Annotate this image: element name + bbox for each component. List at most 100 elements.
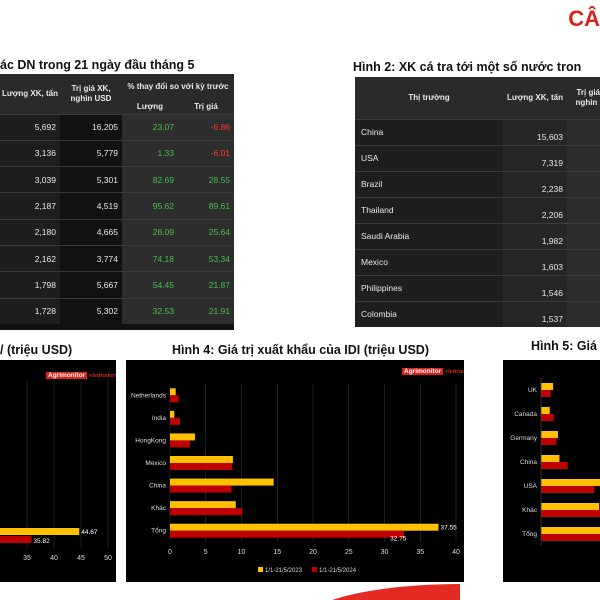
t2-cell-value [567,170,600,197]
chart4-bar-2023 [170,388,176,396]
chart5-category-label: USA [524,483,538,490]
chart5-bar [541,462,568,469]
t1-header-change: % thay đổi so với kỳ trước [122,74,234,100]
chart4-bar-2024 [170,508,243,516]
t2-cell-value [567,248,600,275]
table2-row: Philippines 1,546 [355,274,600,301]
table1: Lượng XK, tấn Trị giá XK, nghìn USD % th… [0,74,234,330]
table2-row: USA 7,319 [355,144,600,171]
t2-cell-volume: 2,206 [503,196,567,223]
chart4-bar-2023 [170,433,196,441]
t2-cell-value [567,118,600,145]
chart4-category-label: India [152,415,166,422]
chart4-data-label: 37.55 [440,525,457,532]
chart4-svg: 0 5 10 15 20 25 30 35 40 Netherlands India HongKong… [131,384,460,574]
chart5-bar [541,527,600,534]
chart5-bar [541,486,595,493]
chart4-x-tick: 0 [168,549,172,556]
table1-row: 1,798 5,667 54.45 21.87 [0,271,234,299]
chart3-x-tick: 45 [77,555,85,562]
t2-header-volume: Lượng XK, tấn [503,77,567,119]
decorative-swoosh [300,584,460,600]
chart5-category-label: UK [528,387,538,394]
t1-cell-val: 5,302 [60,297,122,325]
t2-cell-market: Philippines [355,274,503,301]
chart4-bar-2024 [170,417,181,425]
t1-cell-pval: 25.64 [178,218,234,246]
table2-row: Saudi Arabia 1,982 [355,222,600,249]
table2-row: Thailand 2,206 [355,196,600,223]
t2-cell-volume: 1,982 [503,222,567,249]
t2-cell-volume: 1,537 [503,300,567,327]
chart5-svg: UK Canada Germany China USA Khác Tổng [510,378,600,546]
t1-cell-pval: 89.61 [178,192,234,220]
chart4-category-label: Khác [151,505,167,512]
chart4-bar-2024 [170,463,233,470]
t1-cell-vol: 2,180 [0,218,60,246]
t1-cell-val: 5,667 [60,271,122,299]
t1-cell-vol: 5,692 [0,113,60,141]
t1-cell-pval: 53.34 [178,244,234,272]
chart3-x-tick: 40 [50,555,58,562]
chart4-bar-2023 [170,456,233,463]
chart5-heading: Hình 5: Giá [531,339,597,353]
chart4-category-label: Tổng [151,527,166,535]
table1-heading: ác DN trong 21 ngày đầu tháng 5 [0,58,195,72]
chart5: UK Canada Germany China USA Khác Tổng [503,360,600,582]
t1-cell-pv: 74.18 [122,244,178,272]
chart4-bar-2024 [170,440,191,448]
chart5-category-label: Tổng [522,530,537,538]
chart4-bar-2023 [170,523,439,531]
table2-row: Mexico 1,603 [355,248,600,275]
chart4-category-label: China [149,483,166,490]
t1-cell-pval: -6.01 [178,139,234,167]
chart5-bar [541,414,554,421]
chart4-legend-label: 1/1-21/5/2023 [265,568,303,574]
chart4-x-tick: 30 [381,549,389,556]
t1-cell-pv: 32.53 [122,297,178,325]
t1-subheader-value: Trị giá [178,100,234,114]
t2-cell-value [567,274,600,301]
t2-cell-value [567,196,600,223]
t2-cell-market: Mexico [355,248,503,275]
t1-cell-val: 3,774 [60,244,122,272]
t1-cell-vol: 2,187 [0,192,60,220]
t1-cell-vol: 1,798 [0,271,60,299]
chart5-bar [541,390,551,397]
t1-cell-vol: 2,162 [0,244,60,272]
t2-cell-value [567,300,600,327]
chart5-bar [541,479,600,486]
t1-cell-vol: 1,728 [0,297,60,325]
chart4-legend-swatch [312,567,317,572]
t1-subheader-volume: Lượng [122,100,178,114]
t1-cell-pv: 95.62 [122,192,178,220]
chart4-x-tick: 10 [238,549,246,556]
chart3-bar [0,528,80,535]
t2-cell-value [567,222,600,249]
chart4-category-label: HongKong [135,437,166,444]
t1-header-volume: Lượng XK, tấn [0,74,60,114]
t2-cell-market: Colombia [355,300,503,327]
table1-row: 2,187 4,519 95.62 89.61 [0,192,234,220]
t2-cell-market: Saudi Arabia [355,222,503,249]
t2-cell-market: Thailand [355,196,503,223]
chart4-bar-2023 [170,478,274,486]
t2-header-market: Thị trường [355,77,503,119]
t1-cell-pval: -6.86 [178,113,234,141]
chart5-category-label: Germany [510,435,537,442]
chart4-legend-swatch [258,567,263,572]
chart4-bar-2024 [170,485,232,493]
chart5-bar [541,534,600,541]
table2-heading: Hình 2: XK cá tra tới một số nước tron [353,60,582,74]
t1-cell-val: 4,665 [60,218,122,246]
chart4-bar-2024 [170,530,405,538]
t1-cell-vol: 3,136 [0,139,60,167]
chart4-legend-label: 1/1-21/5/2024 [319,568,357,574]
t1-cell-pval: 21.87 [178,271,234,299]
table2-row: China 15,603 [355,118,600,145]
chart5-bar [541,503,600,510]
table2: Thị trường Lượng XK, tấn Trị giá XK, ngh… [355,77,600,327]
table1-row: 5,692 16,205 23.07 -6.86 [0,113,234,141]
